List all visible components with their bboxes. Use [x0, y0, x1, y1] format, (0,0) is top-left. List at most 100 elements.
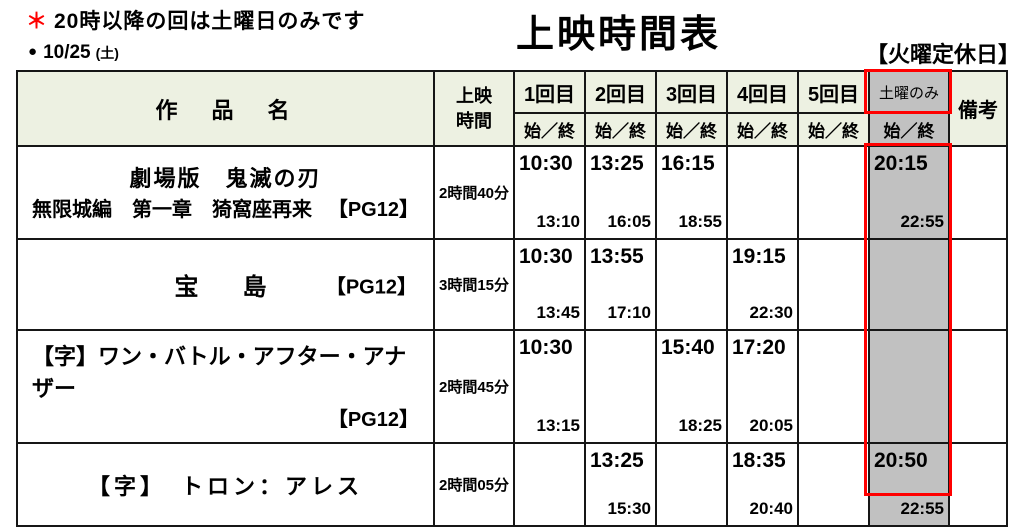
runtime-cell: 3時間15分 [433, 238, 515, 331]
column-header-saturday-only: 土曜のみ [868, 70, 950, 114]
end-time: 20:05 [749, 416, 793, 435]
start-end-header-3: 始／終 [655, 112, 728, 147]
start-end-header-saturday: 始／終 [868, 112, 950, 147]
saturday-note: ＊ 20時以降の回は土曜日のみです [26, 5, 365, 35]
column-header-showing-4: 4回目 [726, 70, 799, 114]
movie-title-cell: 【字】 トロン：アレス [16, 442, 435, 527]
showtime-cell-2: 13:25 16:05 [584, 145, 657, 240]
end-time: 13:45 [536, 303, 580, 322]
screening-schedule-page: ＊ 20時以降の回は土曜日のみです ● 10/25 (土) 上映時間表 【火曜定休日】… [16, 5, 1020, 527]
column-header-showing-2: 2回目 [584, 70, 657, 114]
remarks-cell [948, 329, 1008, 444]
showtime-cell-3 [655, 442, 728, 527]
showtime-cell-2: 13:55 17:10 [584, 238, 657, 331]
showtime-table: 作 品 名 上映 時間 1回目 2回目 3回目 4回目 5回目 土曜のみ 備考 … [16, 70, 1008, 527]
end-time: 13:15 [536, 416, 580, 435]
start-end-header-1: 始／終 [513, 112, 586, 147]
remarks-cell [948, 145, 1008, 240]
movie-title-line1: 劇場版 鬼滅の刃 [129, 166, 322, 191]
remarks-cell [948, 442, 1008, 527]
end-time: 22:30 [749, 303, 793, 322]
showtime-cell-saturday: 20:50 22:55 [868, 442, 950, 527]
showtime-cell-4: 19:15 22:30 [726, 238, 799, 331]
showtime-cell-saturday: 20:15 22:55 [868, 145, 950, 240]
start-end-header-2: 始／終 [584, 112, 657, 147]
showtime-cell-5 [797, 238, 870, 331]
showtime-cell-5 [797, 329, 870, 444]
start-time: 15:40 [661, 336, 715, 359]
start-time: 18:35 [732, 449, 786, 472]
showtime-cell-saturday [868, 329, 950, 444]
showtime-cell-3 [655, 238, 728, 331]
start-time: 10:30 [519, 245, 573, 268]
column-header-remarks: 備考 [948, 70, 1008, 147]
movie-title-line2: 無限城編 第一章 猗窩座再来 [32, 199, 312, 221]
start-time: 13:25 [590, 152, 644, 175]
showtime-cell-1: 10:30 13:15 [513, 329, 586, 444]
showtime-cell-1: 10:30 13:45 [513, 238, 586, 331]
start-end-header-5: 始／終 [797, 112, 870, 147]
column-header-showing-5: 5回目 [797, 70, 870, 114]
movie-row-takarajima: 宝 島 【PG12】 3時間15分 10:30 13:45 13:55 17:10 … [16, 238, 1008, 331]
showtime-cell-4: 18:35 20:40 [726, 442, 799, 527]
showtime-cell-3: 15:40 18:25 [655, 329, 728, 444]
movie-title-cell: 劇場版 鬼滅の刃 無限城編 第一章 猗窩座再来 【PG12】 [16, 145, 435, 240]
showtime-cell-2: 13:25 15:30 [584, 442, 657, 527]
start-time: 10:30 [519, 152, 573, 175]
showtime-cell-4 [726, 145, 799, 240]
column-header-showing-1: 1回目 [513, 70, 586, 114]
start-time: 10:30 [519, 336, 573, 359]
end-time: 22:55 [900, 212, 944, 231]
end-time: 17:10 [607, 303, 651, 322]
start-end-header-4: 始／終 [726, 112, 799, 147]
saturday-note-text: 20時以降の回は土曜日のみです [54, 10, 366, 33]
rating-badge: 【PG12】 [327, 199, 419, 221]
remarks-cell [948, 238, 1008, 331]
rating-badge: 【PG12】 [325, 276, 417, 298]
column-header-runtime: 上映 時間 [433, 70, 515, 147]
runtime-header-line1: 上映 [456, 86, 492, 107]
rating-badge: 【PG12】 [327, 409, 419, 431]
movie-title-line1: 【字】ワン・バトル・アフター・アナザー [32, 344, 407, 401]
runtime-header-line2: 時間 [456, 110, 492, 131]
column-header-showing-3: 3回目 [655, 70, 728, 114]
movie-row-kimetsu: 劇場版 鬼滅の刃 無限城編 第一章 猗窩座再来 【PG12】 2時間40分 10… [16, 145, 1008, 240]
end-time: 18:25 [678, 416, 722, 435]
movie-title-line1: 宝 島 [174, 274, 277, 301]
start-time: 17:20 [732, 336, 786, 359]
showtime-cell-3: 16:15 18:55 [655, 145, 728, 240]
asterisk-icon: ＊ [26, 10, 48, 33]
end-time: 20:40 [749, 499, 793, 518]
page-title: 上映時間表 [516, 14, 722, 56]
start-time: 16:15 [661, 152, 715, 175]
end-time: 16:05 [607, 212, 651, 231]
showtime-cell-5 [797, 442, 870, 527]
bullet-icon: ● [28, 43, 38, 60]
movie-title-line1: 【字】 トロン：アレス [87, 473, 363, 499]
end-time: 22:55 [900, 499, 944, 518]
schedule-date: ● 10/25 (土) [28, 42, 119, 64]
date-value: 10/25 [43, 42, 91, 63]
start-time: 13:55 [590, 245, 644, 268]
start-time: 13:25 [590, 449, 644, 472]
start-time: 20:15 [874, 152, 928, 175]
runtime-cell: 2時間05分 [433, 442, 515, 527]
start-time: 19:15 [732, 245, 786, 268]
showtime-cell-2 [584, 329, 657, 444]
showtime-cell-1: 10:30 13:10 [513, 145, 586, 240]
end-time: 18:55 [678, 212, 722, 231]
closed-day-notice: 【火曜定休日】 [865, 42, 1020, 67]
movie-row-one-battle: 【字】ワン・バトル・アフター・アナザー 【PG12】 2時間45分 10:30 1… [16, 329, 1008, 444]
end-time: 13:10 [536, 212, 580, 231]
movie-title-cell: 【字】ワン・バトル・アフター・アナザー 【PG12】 [16, 329, 435, 444]
showtime-cell-4: 17:20 20:05 [726, 329, 799, 444]
start-time: 20:50 [874, 449, 928, 472]
runtime-cell: 2時間45分 [433, 329, 515, 444]
end-time: 15:30 [607, 499, 651, 518]
column-header-title: 作 品 名 [16, 70, 435, 147]
runtime-cell: 2時間40分 [433, 145, 515, 240]
movie-row-tron: 【字】 トロン：アレス 2時間05分 13:25 15:30 18:35 20:40… [16, 442, 1008, 527]
movie-title-cell: 宝 島 【PG12】 [16, 238, 435, 331]
showtime-cell-saturday [868, 238, 950, 331]
date-weekday: (土) [95, 45, 119, 61]
